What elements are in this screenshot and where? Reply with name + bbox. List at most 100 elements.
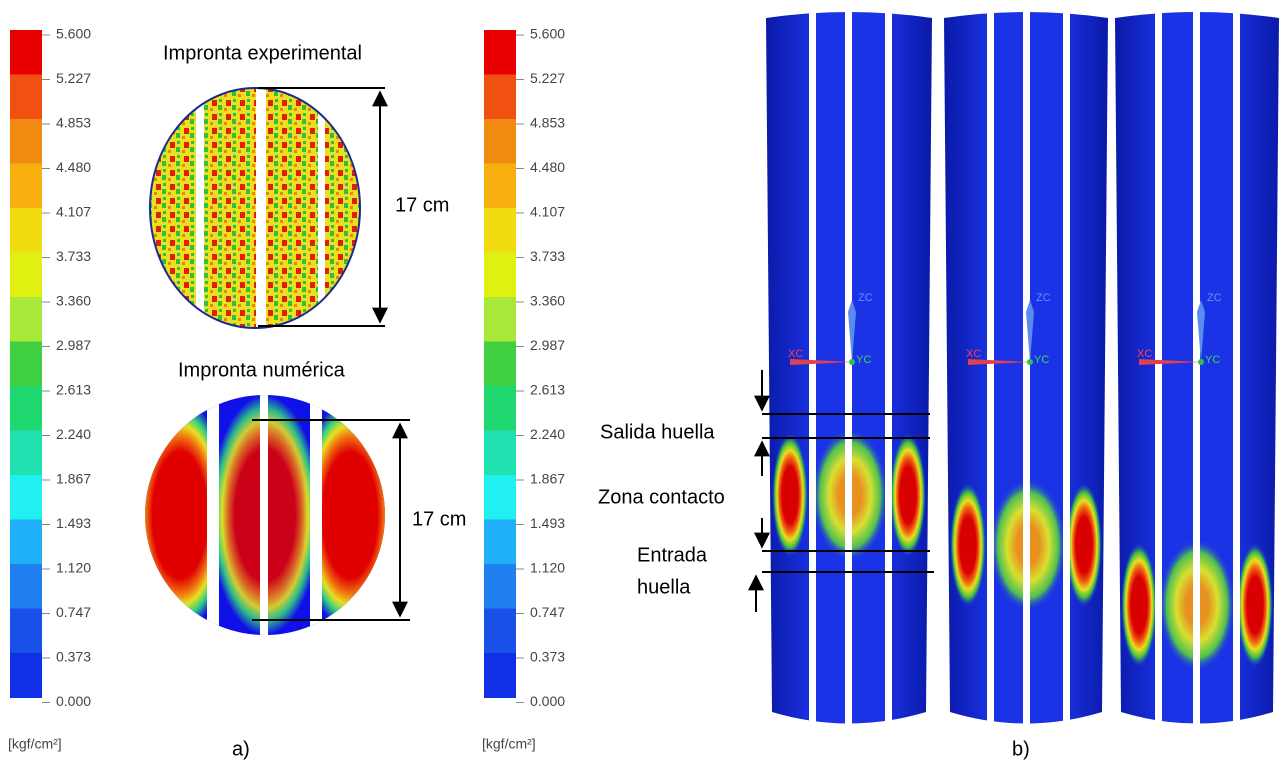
contact-patch <box>950 483 986 607</box>
panel-label: a) <box>232 738 250 760</box>
tick-label: 5.600 <box>56 26 91 42</box>
groove <box>987 8 994 733</box>
tick-label: 5.227 <box>530 70 565 86</box>
tick-label: 1.493 <box>530 515 565 531</box>
axis-label: ZC <box>1207 292 1222 304</box>
color-segment <box>10 431 42 476</box>
color-segment <box>10 253 42 298</box>
tick-label: 0.373 <box>530 649 565 665</box>
tick-label: 0.747 <box>530 604 565 620</box>
axis-label: YC <box>856 354 871 366</box>
tick-label: 4.107 <box>530 204 565 220</box>
tick-label: 0.373 <box>56 649 91 665</box>
contact-patch <box>1066 483 1102 607</box>
color-segment <box>484 119 516 164</box>
contact-patch <box>1237 543 1273 667</box>
tick-label: 3.360 <box>530 293 565 309</box>
color-segment <box>10 75 42 120</box>
experimental-footprint <box>150 88 360 328</box>
color-segment <box>484 164 516 209</box>
color-segment <box>10 564 42 609</box>
contact-patch <box>772 433 808 557</box>
color-segment <box>484 342 516 387</box>
origin <box>1027 359 1033 365</box>
tick-label: 1.120 <box>530 560 565 576</box>
tick-label: 1.493 <box>56 515 91 531</box>
tick-label: 3.733 <box>530 248 565 264</box>
tick-label: 0.000 <box>56 693 91 709</box>
groove <box>1193 8 1200 733</box>
color-segment <box>484 520 516 565</box>
color-segment <box>484 386 516 431</box>
axis-label: YC <box>1034 354 1049 366</box>
color-segment <box>484 30 516 75</box>
tires: XC YC ZC XC YC ZC XC YC ZC <box>766 8 1279 733</box>
color-segment <box>484 297 516 342</box>
color-segment <box>484 475 516 520</box>
tick-label: 1.867 <box>530 471 565 487</box>
tick-label: 5.227 <box>56 70 91 86</box>
tick-label: 4.853 <box>530 115 565 131</box>
tick-label: 2.240 <box>56 426 91 442</box>
numerical-dimension: 17 cm <box>412 508 466 530</box>
axis-label: XC <box>966 348 981 360</box>
color-segment <box>484 75 516 120</box>
groove <box>1063 8 1070 733</box>
color-segment <box>484 431 516 476</box>
entry-label: Entrada <box>637 544 708 566</box>
color-segment <box>10 297 42 342</box>
color-segment <box>484 609 516 654</box>
color-segment <box>484 253 516 298</box>
color-segment <box>10 520 42 565</box>
color-segment <box>10 208 42 253</box>
tick-label: 2.613 <box>56 382 91 398</box>
tick-label: 0.000 <box>530 693 565 709</box>
groove <box>845 8 852 733</box>
color-segment <box>10 386 42 431</box>
tick-label: 2.240 <box>530 426 565 442</box>
unit-label: [kgf/cm²] <box>482 736 536 752</box>
experimental-title: Impronta experimental <box>163 42 362 64</box>
tick-label: 1.867 <box>56 471 91 487</box>
groove <box>809 8 816 733</box>
tick-label: 1.120 <box>56 560 91 576</box>
axis-label: YC <box>1205 354 1220 366</box>
color-segment <box>484 653 516 698</box>
tick-label: 3.360 <box>56 293 91 309</box>
color-segment <box>10 653 42 698</box>
color-segment <box>10 342 42 387</box>
origin <box>849 359 855 365</box>
figure: 5.600 5.227 4.853 4.480 4.107 3.733 3.360 2.987… <box>0 0 1279 765</box>
contact-patch <box>1121 543 1157 667</box>
contact-patch <box>890 433 926 557</box>
color-segment <box>10 475 42 520</box>
tick-label: 4.107 <box>56 204 91 220</box>
groove <box>1155 8 1162 733</box>
tire: XC YC ZC <box>766 8 932 733</box>
tick-label: 4.480 <box>56 159 91 175</box>
tire: XC YC ZC <box>944 8 1108 733</box>
color-segment <box>484 564 516 609</box>
experimental-dimension: 17 cm <box>395 194 449 216</box>
tick-label: 3.733 <box>56 248 91 264</box>
tick-label: 2.613 <box>530 382 565 398</box>
numerical-title: Impronta numérica <box>178 359 346 381</box>
color-segment <box>10 609 42 654</box>
axis-label: ZC <box>858 292 873 304</box>
tire: XC YC ZC <box>1115 8 1279 733</box>
color-segment <box>10 119 42 164</box>
tick-label: 2.987 <box>530 337 565 353</box>
axis-label: XC <box>788 348 803 360</box>
entry-label: huella <box>637 576 691 598</box>
tick-label: 0.747 <box>56 604 91 620</box>
axis-label: XC <box>1137 348 1152 360</box>
tick-label: 2.987 <box>56 337 91 353</box>
groove <box>1233 8 1240 733</box>
numerical-footprint <box>130 390 400 640</box>
groove <box>1023 8 1030 733</box>
axis-label: ZC <box>1036 292 1051 304</box>
color-segment <box>10 30 42 75</box>
origin <box>1198 359 1204 365</box>
contact-label: Zona contacto <box>598 486 725 508</box>
tick-label: 4.480 <box>530 159 565 175</box>
